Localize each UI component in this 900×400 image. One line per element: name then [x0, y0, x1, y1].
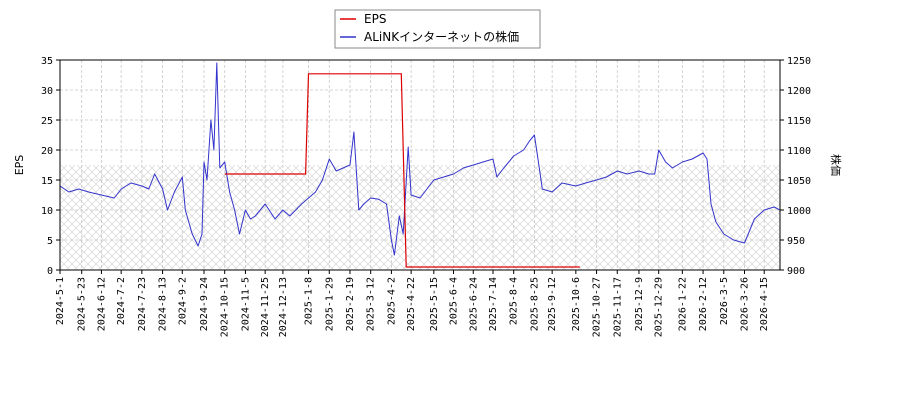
x-tick-label: 2025-4-2: [386, 277, 397, 325]
right-axis: 900 950 1000 1050 1100 1150 1200 1250: [780, 56, 811, 277]
x-tick-label: 2025-9-12: [547, 277, 558, 331]
x-tick-label: 2026-1-22: [677, 277, 688, 331]
x-tick-label: 2024-9-24: [199, 277, 210, 331]
x-tick-label: 2024-8-13: [158, 277, 169, 331]
price-series-line: [60, 62, 780, 256]
x-tick-label: 2026-4-15: [759, 277, 770, 331]
right-tick-label: 1150: [787, 116, 811, 127]
x-tick-label: 2025-12-9: [634, 277, 645, 331]
x-tick-label: 2026-3-5: [719, 277, 730, 325]
x-tick-label: 2025-1-29: [324, 277, 335, 331]
right-tick-label: 1050: [787, 176, 811, 187]
legend-box: [334, 9, 541, 49]
x-tick-label: 2024-12-13: [278, 277, 289, 337]
left-axis: 0 5 10 15 20 25 30 35: [41, 56, 60, 277]
left-tick-label: 15: [41, 176, 53, 187]
plot-frame: [59, 59, 781, 271]
series-layer: [60, 62, 780, 268]
x-tick-label: 2024-10-15: [220, 277, 231, 337]
x-tick-label: 2025-6-24: [468, 277, 479, 331]
x-tick-label: 2025-12-29: [654, 277, 665, 337]
x-tick-label: 2025-3-12: [366, 277, 377, 331]
x-tick-label: 2025-1-8: [304, 277, 315, 325]
x-tick-label: 2025-8-4: [509, 277, 520, 325]
legend-label-price: ALiNKインターネットの株価: [364, 29, 519, 44]
x-tick-label: 2026-2-12: [698, 277, 709, 331]
x-tick-label: 2025-4-22: [406, 277, 417, 331]
x-tick-label: 2025-7-14: [488, 277, 499, 331]
x-tick-label: 2025-2-19: [345, 277, 356, 331]
left-tick-label: 10: [41, 206, 53, 217]
left-tick-label: 30: [41, 86, 53, 97]
x-tick-label: 2025-6-4: [449, 277, 460, 325]
x-tick-label: 2024-7-2: [116, 277, 127, 325]
x-tick-label: 2024-6-12: [96, 277, 107, 331]
right-tick-label: 1000: [787, 206, 811, 217]
left-tick-label: 25: [41, 116, 53, 127]
x-tick-label: 2024-5-1: [55, 277, 66, 325]
hatch-area: [60, 165, 780, 270]
x-tick-label: 2024-11-25: [260, 277, 271, 337]
x-tick-label: 2025-10-27: [592, 277, 603, 337]
right-tick-label: 950: [787, 236, 805, 247]
x-tick-label: 2025-5-15: [429, 277, 440, 331]
x-tick-label: 2026-3-26: [739, 277, 750, 331]
left-axis-label: EPS: [13, 155, 26, 176]
left-tick-label: 0: [47, 266, 53, 277]
right-tick-label: 900: [787, 266, 805, 277]
legend: EPS ALiNKインターネットの株価: [334, 9, 541, 49]
x-tick-label: 2024-9-2: [177, 277, 188, 325]
right-axis-label: 株価: [829, 154, 843, 176]
x-tick-label: 2025-10-6: [571, 277, 582, 331]
right-tick-label: 1100: [787, 146, 811, 157]
x-axis: 2024-5-1 2024-5-23 2024-6-12 2024-7-2 2024-7…: [55, 270, 770, 337]
x-tick-label: 2024-11-5: [240, 277, 251, 331]
hatch-band: [60, 165, 780, 270]
x-tick-label: 2024-7-23: [137, 277, 148, 331]
left-tick-label: 35: [41, 56, 53, 67]
right-tick-label: 1200: [787, 86, 811, 97]
right-tick-label: 1250: [787, 56, 811, 67]
left-tick-label: 5: [47, 236, 53, 247]
x-tick-label: 2024-5-23: [77, 277, 88, 331]
x-tick-label: 2025-11-17: [612, 277, 623, 337]
legend-label-eps: EPS: [364, 12, 386, 26]
x-tick-label: 2025-8-25: [529, 277, 540, 331]
left-tick-label: 20: [41, 146, 53, 157]
eps-series-line: [224, 73, 580, 268]
